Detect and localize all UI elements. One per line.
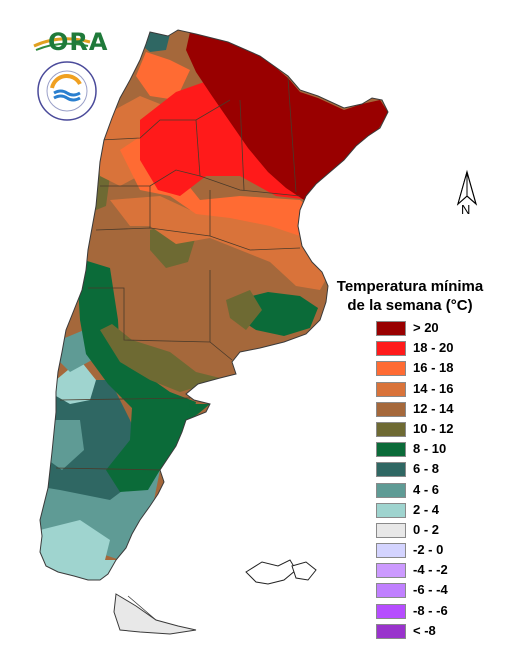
legend-swatch xyxy=(376,543,406,559)
legend-label: 10 - 12 xyxy=(413,420,454,436)
legend-label: 2 - 4 xyxy=(413,501,440,517)
ora-logo-mark xyxy=(33,37,91,51)
legend-label: 16 - 18 xyxy=(413,360,454,376)
legend-label: 8 - 10 xyxy=(413,441,447,457)
legend-label: < -8 xyxy=(413,622,436,638)
legend-swatch xyxy=(376,502,406,518)
legend-swatch xyxy=(376,341,406,357)
legend-swatch xyxy=(376,623,406,639)
legend-title-line1: Temperatura mínima xyxy=(336,278,484,295)
legend-label: -4 - -2 xyxy=(413,562,448,578)
legend-swatch xyxy=(376,321,406,336)
legend-label: 6 - 8 xyxy=(413,461,440,477)
legend-swatch xyxy=(376,522,406,538)
legend-swatch xyxy=(376,381,406,397)
north-label: N xyxy=(461,202,471,217)
north-arrow-icon xyxy=(456,169,478,206)
legend-swatch xyxy=(376,563,406,579)
legend-label: 12 - 14 xyxy=(413,400,454,416)
legend-swatch xyxy=(376,361,406,377)
legend-label: -6 - -4 xyxy=(413,582,448,598)
ora-logo: ORA xyxy=(48,28,109,56)
legend-swatch xyxy=(376,442,406,458)
legend-swatch xyxy=(376,603,406,619)
legend-swatch xyxy=(376,583,406,599)
legend-label: -8 - -6 xyxy=(413,602,448,618)
legend-title-line2: de la semana (°C) xyxy=(347,297,473,314)
legend-swatch xyxy=(376,401,406,417)
legend-label: 0 - 2 xyxy=(413,521,440,537)
legend-swatch xyxy=(376,482,406,498)
smn-seal-icon xyxy=(37,61,97,121)
legend-label: 14 - 16 xyxy=(413,380,454,396)
legend-label: 18 - 20 xyxy=(413,340,454,356)
legend-swatch xyxy=(376,462,406,478)
legend-label: 4 - 6 xyxy=(413,481,440,497)
legend-title: Temperatura mínima de la semana (°C) xyxy=(320,277,500,315)
legend-label: > 20 xyxy=(413,320,439,335)
legend-swatch xyxy=(376,421,406,437)
legend-label: -2 - 0 xyxy=(413,542,444,558)
